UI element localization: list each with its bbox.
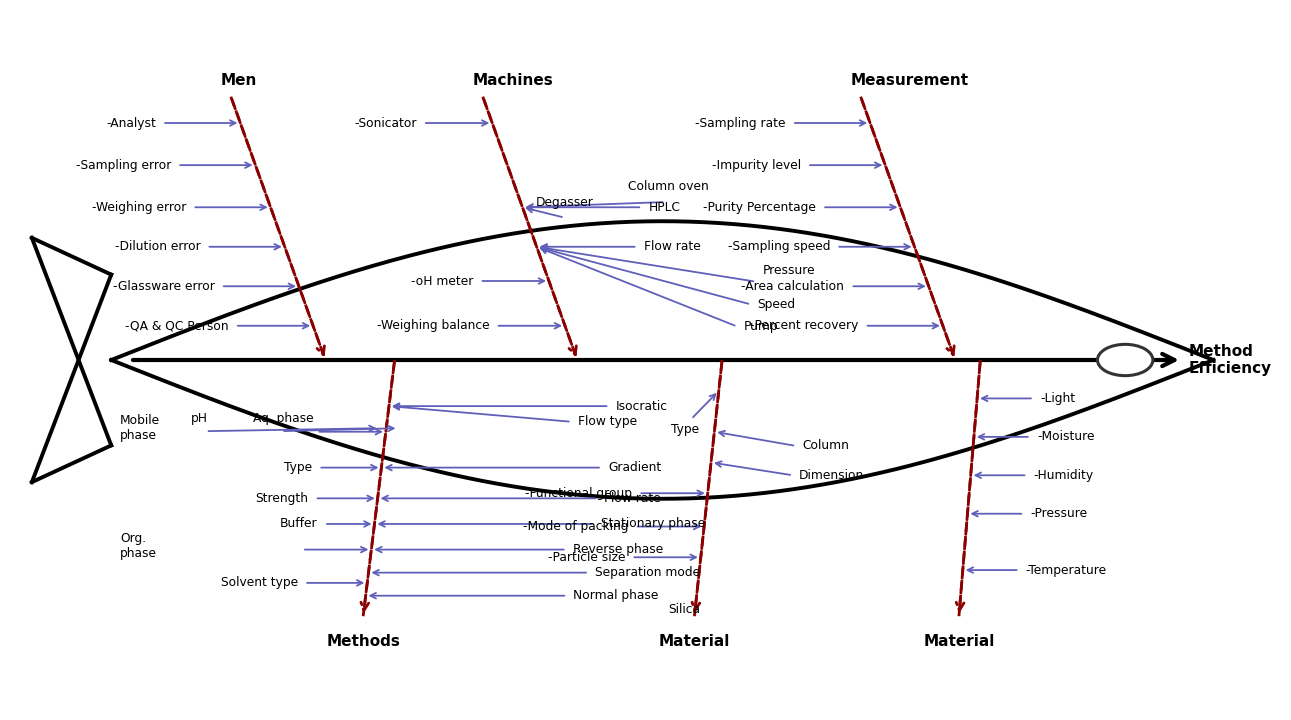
Text: Method
Efficiency: Method Efficiency [1188,344,1272,377]
Text: -Particle size: -Particle size [547,551,625,564]
Text: Isocratic: Isocratic [616,400,667,413]
Text: Org.
phase: Org. phase [120,532,158,560]
Text: -Area calculation: -Area calculation [741,280,844,293]
Text: Degasser: Degasser [536,196,594,209]
Text: Buffer: Buffer [280,518,318,531]
Text: -oH meter: -oH meter [411,274,474,287]
Text: Flow rate: Flow rate [644,240,701,253]
Text: Gradient: Gradient [608,461,661,474]
Text: Type: Type [671,423,698,436]
Text: Material: Material [658,634,731,649]
Text: Mobile
phase: Mobile phase [120,414,160,442]
Text: Reverse phase: Reverse phase [573,543,664,556]
Text: Flow type: Flow type [578,415,636,428]
Text: -Humidity: -Humidity [1034,469,1093,482]
Text: Aq. phase: Aq. phase [253,413,314,426]
Text: Type: Type [284,461,312,474]
Text: Measurement: Measurement [851,73,968,88]
Text: Pump: Pump [744,320,778,333]
Text: -Weighing error: -Weighing error [92,201,186,214]
Text: Normal phase: Normal phase [573,589,658,602]
Text: Pressure: Pressure [763,264,815,277]
Text: pH: pH [191,413,208,426]
Text: -Pressure: -Pressure [1030,507,1087,521]
Text: -Mode of packing: -Mode of packing [523,520,629,533]
Text: HPLC: HPLC [648,201,680,214]
Text: -Moisture: -Moisture [1037,431,1095,444]
Text: Column oven: Column oven [627,181,709,194]
Text: Men: Men [221,73,257,88]
Text: Strength: Strength [256,492,309,505]
Text: -Percent recovery: -Percent recovery [750,319,859,332]
Text: -Impurity level: -Impurity level [711,158,800,171]
Text: -Analyst: -Analyst [106,117,156,130]
Text: Dimension: Dimension [799,469,865,482]
Text: -Sampling speed: -Sampling speed [728,240,830,253]
Text: -Purity Percentage: -Purity Percentage [704,201,816,214]
Circle shape [1097,344,1153,376]
Text: -Light: -Light [1041,392,1075,405]
Text: -Sampling rate: -Sampling rate [696,117,786,130]
Text: Flow rate: Flow rate [604,492,661,505]
Text: -Glassware error: -Glassware error [112,280,214,293]
Text: Material: Material [923,634,994,649]
Text: Stationary phase: Stationary phase [602,518,705,531]
Text: -Sonicator: -Sonicator [354,117,417,130]
Text: -Sampling error: -Sampling error [76,158,172,171]
Text: Speed: Speed [758,298,795,311]
Text: Silica: Silica [669,603,701,616]
Text: Column: Column [803,439,849,452]
Text: Methods: Methods [327,634,400,649]
Text: Separation mode: Separation mode [595,566,700,579]
Text: -Dilution error: -Dilution error [115,240,200,253]
Text: Machines: Machines [473,73,554,88]
Text: -Temperature: -Temperature [1026,564,1106,577]
Text: Solvent type: Solvent type [221,577,298,590]
Text: -Functional group: -Functional group [525,487,633,500]
Text: -QA & QC Person: -QA & QC Person [125,319,229,332]
Text: -Weighing balance: -Weighing balance [377,319,489,332]
